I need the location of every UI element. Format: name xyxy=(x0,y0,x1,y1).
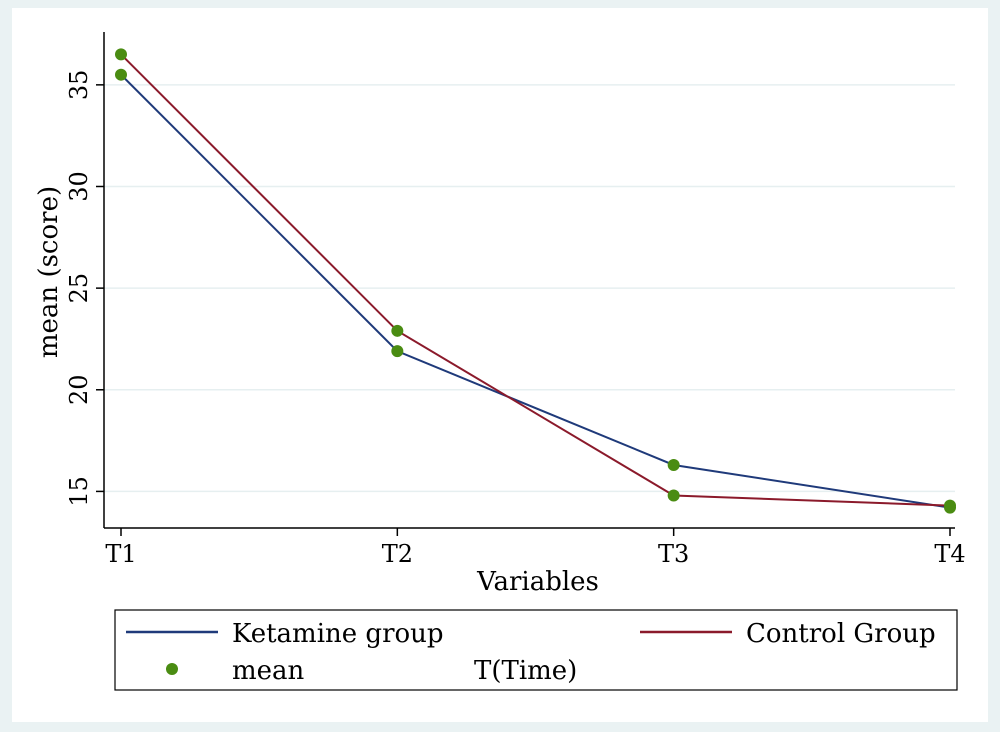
legend-label-control: Control Group xyxy=(746,619,936,649)
y-tick-label: 35 xyxy=(65,70,93,101)
legend-label-ketamine: Ketamine group xyxy=(232,619,444,649)
x-ticks: T1 T2 T3 T4 xyxy=(105,528,966,568)
legend: Ketamine group Control Group mean T(Time… xyxy=(114,609,958,691)
x-tick-label: T1 xyxy=(105,540,136,568)
series-lines xyxy=(120,53,951,509)
x-axis-title: Variables xyxy=(476,567,599,597)
x-tick-label: T3 xyxy=(658,540,689,568)
mean-markers xyxy=(115,48,956,514)
mean-point-control xyxy=(667,489,680,502)
y-tick-label: 25 xyxy=(65,273,93,304)
mean-point-ketamine xyxy=(391,345,404,358)
legend-swatch-mean xyxy=(166,663,178,675)
mean-point-ketamine xyxy=(667,458,680,471)
legend-box xyxy=(114,609,958,691)
mean-point-control xyxy=(391,324,404,337)
mean-point-control xyxy=(115,48,127,61)
mean-point-control xyxy=(944,499,956,512)
axes xyxy=(103,32,955,529)
series-line-ketamine xyxy=(120,73,951,509)
y-tick-label: 15 xyxy=(65,476,93,507)
y-tick-label: 30 xyxy=(65,171,93,202)
legend-label-time: T(Time) xyxy=(474,656,577,686)
mean-point-ketamine xyxy=(115,68,127,81)
y-axis-title: mean (score) xyxy=(34,186,64,358)
y-ticks: 15 20 25 30 35 xyxy=(65,70,104,507)
y-tick-label: 20 xyxy=(65,374,93,405)
x-tick-label: T4 xyxy=(934,540,965,568)
legend-label-mean: mean xyxy=(232,656,305,686)
x-tick-label: T2 xyxy=(382,540,413,568)
gridlines xyxy=(104,84,955,493)
series-line-control xyxy=(120,53,951,507)
